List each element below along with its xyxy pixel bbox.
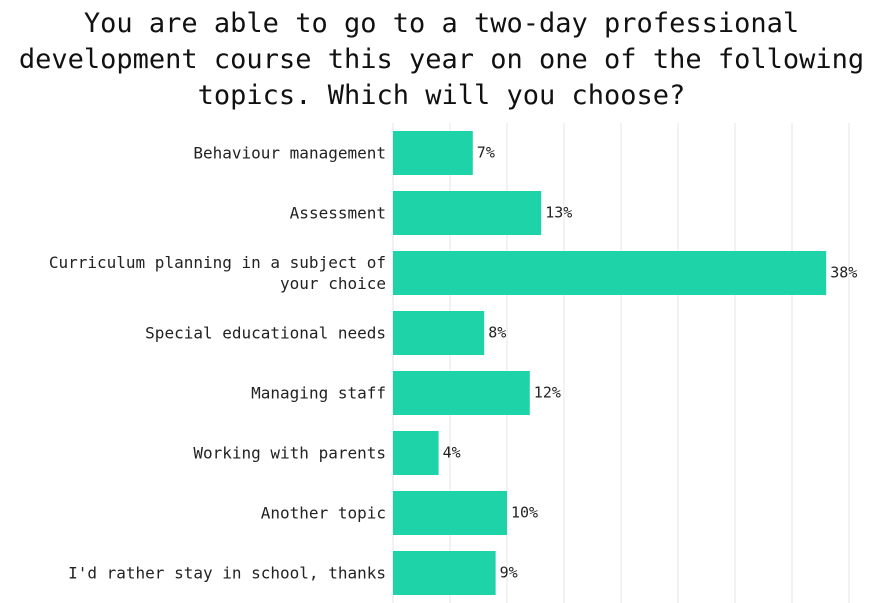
bar — [393, 371, 530, 415]
value-label: 13% — [545, 204, 572, 222]
bar — [393, 251, 827, 295]
bar — [393, 191, 542, 235]
value-label: 8% — [488, 324, 506, 342]
category-label: Assessment — [289, 203, 386, 223]
chart-title: You are able to go to a two-day professi… — [18, 8, 865, 111]
value-label: 4% — [443, 444, 461, 462]
bar — [393, 431, 439, 475]
category-label: Working with parents — [193, 443, 386, 463]
bar — [393, 491, 507, 535]
value-label: 7% — [477, 144, 495, 162]
value-label: 38% — [830, 264, 857, 282]
value-label: 12% — [534, 384, 561, 402]
bar — [393, 551, 496, 595]
category-label: Managing staff — [251, 383, 386, 403]
category-label: Curriculum planning in a subject of your… — [48, 253, 386, 293]
value-label: 9% — [500, 564, 518, 582]
bar — [393, 311, 485, 355]
category-label: I'd rather stay in school, thanks — [68, 563, 386, 583]
value-label: 10% — [511, 504, 538, 522]
category-label: Special educational needs — [145, 323, 386, 343]
category-label: Another topic — [260, 503, 386, 523]
bar — [393, 131, 473, 175]
category-label: Behaviour management — [193, 143, 386, 163]
